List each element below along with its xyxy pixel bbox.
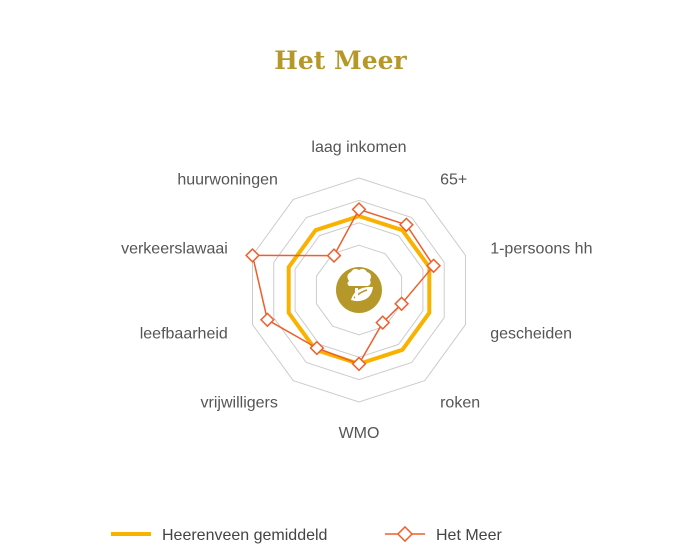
leaf-emblem-icon bbox=[336, 267, 382, 313]
legend: Heerenveen gemiddeld Het Meer bbox=[111, 525, 502, 544]
legend-label-average: Heerenveen gemiddeld bbox=[162, 527, 327, 544]
legend-label-area: Het Meer bbox=[436, 527, 502, 544]
axis-labels: laag inkomen 65+ 1-persoons hh gescheiden ro… bbox=[121, 139, 592, 442]
axis-label-1: 65+ bbox=[440, 171, 467, 188]
data-point-3[interactable] bbox=[394, 296, 410, 312]
data-point-2[interactable] bbox=[426, 258, 442, 274]
grid-ring-4 bbox=[273, 199, 445, 381]
grid-ring-2 bbox=[315, 244, 403, 336]
axis-label-7: leefbaarheid bbox=[140, 326, 228, 343]
axis-label-8: verkeerslawaai bbox=[121, 240, 228, 257]
data-point-9[interactable] bbox=[326, 248, 342, 264]
legend-item-average[interactable]: Heerenveen gemiddeld bbox=[111, 527, 327, 544]
radar-series bbox=[245, 201, 442, 372]
chart-title: Het Meer bbox=[274, 46, 407, 75]
axis-label-0: laag inkomen bbox=[311, 139, 406, 156]
axis-label-2: 1-persoons hh bbox=[490, 240, 592, 257]
axis-label-6: vrijwilligers bbox=[201, 395, 278, 412]
axis-label-3: gescheiden bbox=[490, 326, 572, 343]
data-point-6[interactable] bbox=[309, 340, 325, 356]
data-point-7[interactable] bbox=[259, 312, 275, 328]
axis-label-5: WMO bbox=[339, 425, 380, 442]
data-point-5[interactable] bbox=[351, 356, 367, 372]
data-point-4[interactable] bbox=[375, 315, 391, 331]
axis-label-4: roken bbox=[440, 395, 480, 412]
axis-label-9: huurwoningen bbox=[177, 171, 278, 188]
data-point-0[interactable] bbox=[351, 201, 367, 217]
legend-item-area[interactable]: Het Meer bbox=[385, 525, 502, 544]
data-point-8[interactable] bbox=[245, 247, 260, 263]
grid-ring-5 bbox=[252, 177, 466, 403]
data-point-1[interactable] bbox=[398, 217, 414, 233]
